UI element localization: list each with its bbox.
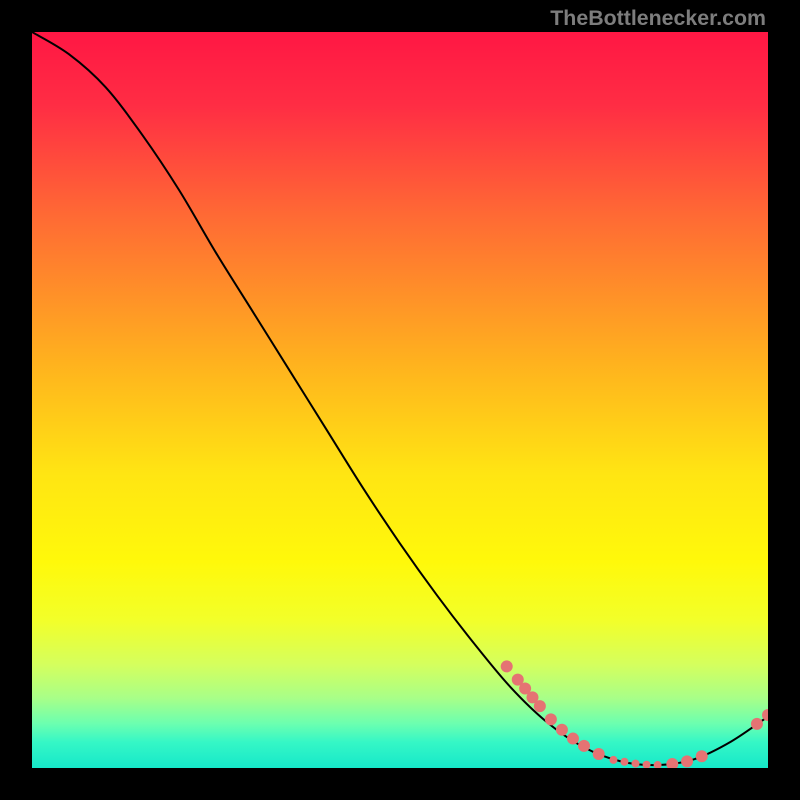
bottleneck-curve xyxy=(32,32,768,765)
data-point xyxy=(643,761,651,768)
data-point xyxy=(567,733,579,745)
data-point xyxy=(609,756,617,764)
data-point xyxy=(654,761,662,768)
data-point xyxy=(751,718,763,730)
data-point xyxy=(534,700,546,712)
data-point xyxy=(501,660,513,672)
chart-stage: TheBottlenecker.com xyxy=(0,0,800,800)
plot-area xyxy=(32,32,768,768)
data-point xyxy=(632,760,640,768)
data-point xyxy=(556,724,568,736)
data-point xyxy=(666,758,678,768)
watermark-text: TheBottlenecker.com xyxy=(550,6,766,31)
data-point xyxy=(593,748,605,760)
data-point xyxy=(620,758,628,766)
data-point xyxy=(696,750,708,762)
data-point xyxy=(578,740,590,752)
data-point xyxy=(545,713,557,725)
chart-svg xyxy=(32,32,768,768)
data-point xyxy=(681,755,693,767)
